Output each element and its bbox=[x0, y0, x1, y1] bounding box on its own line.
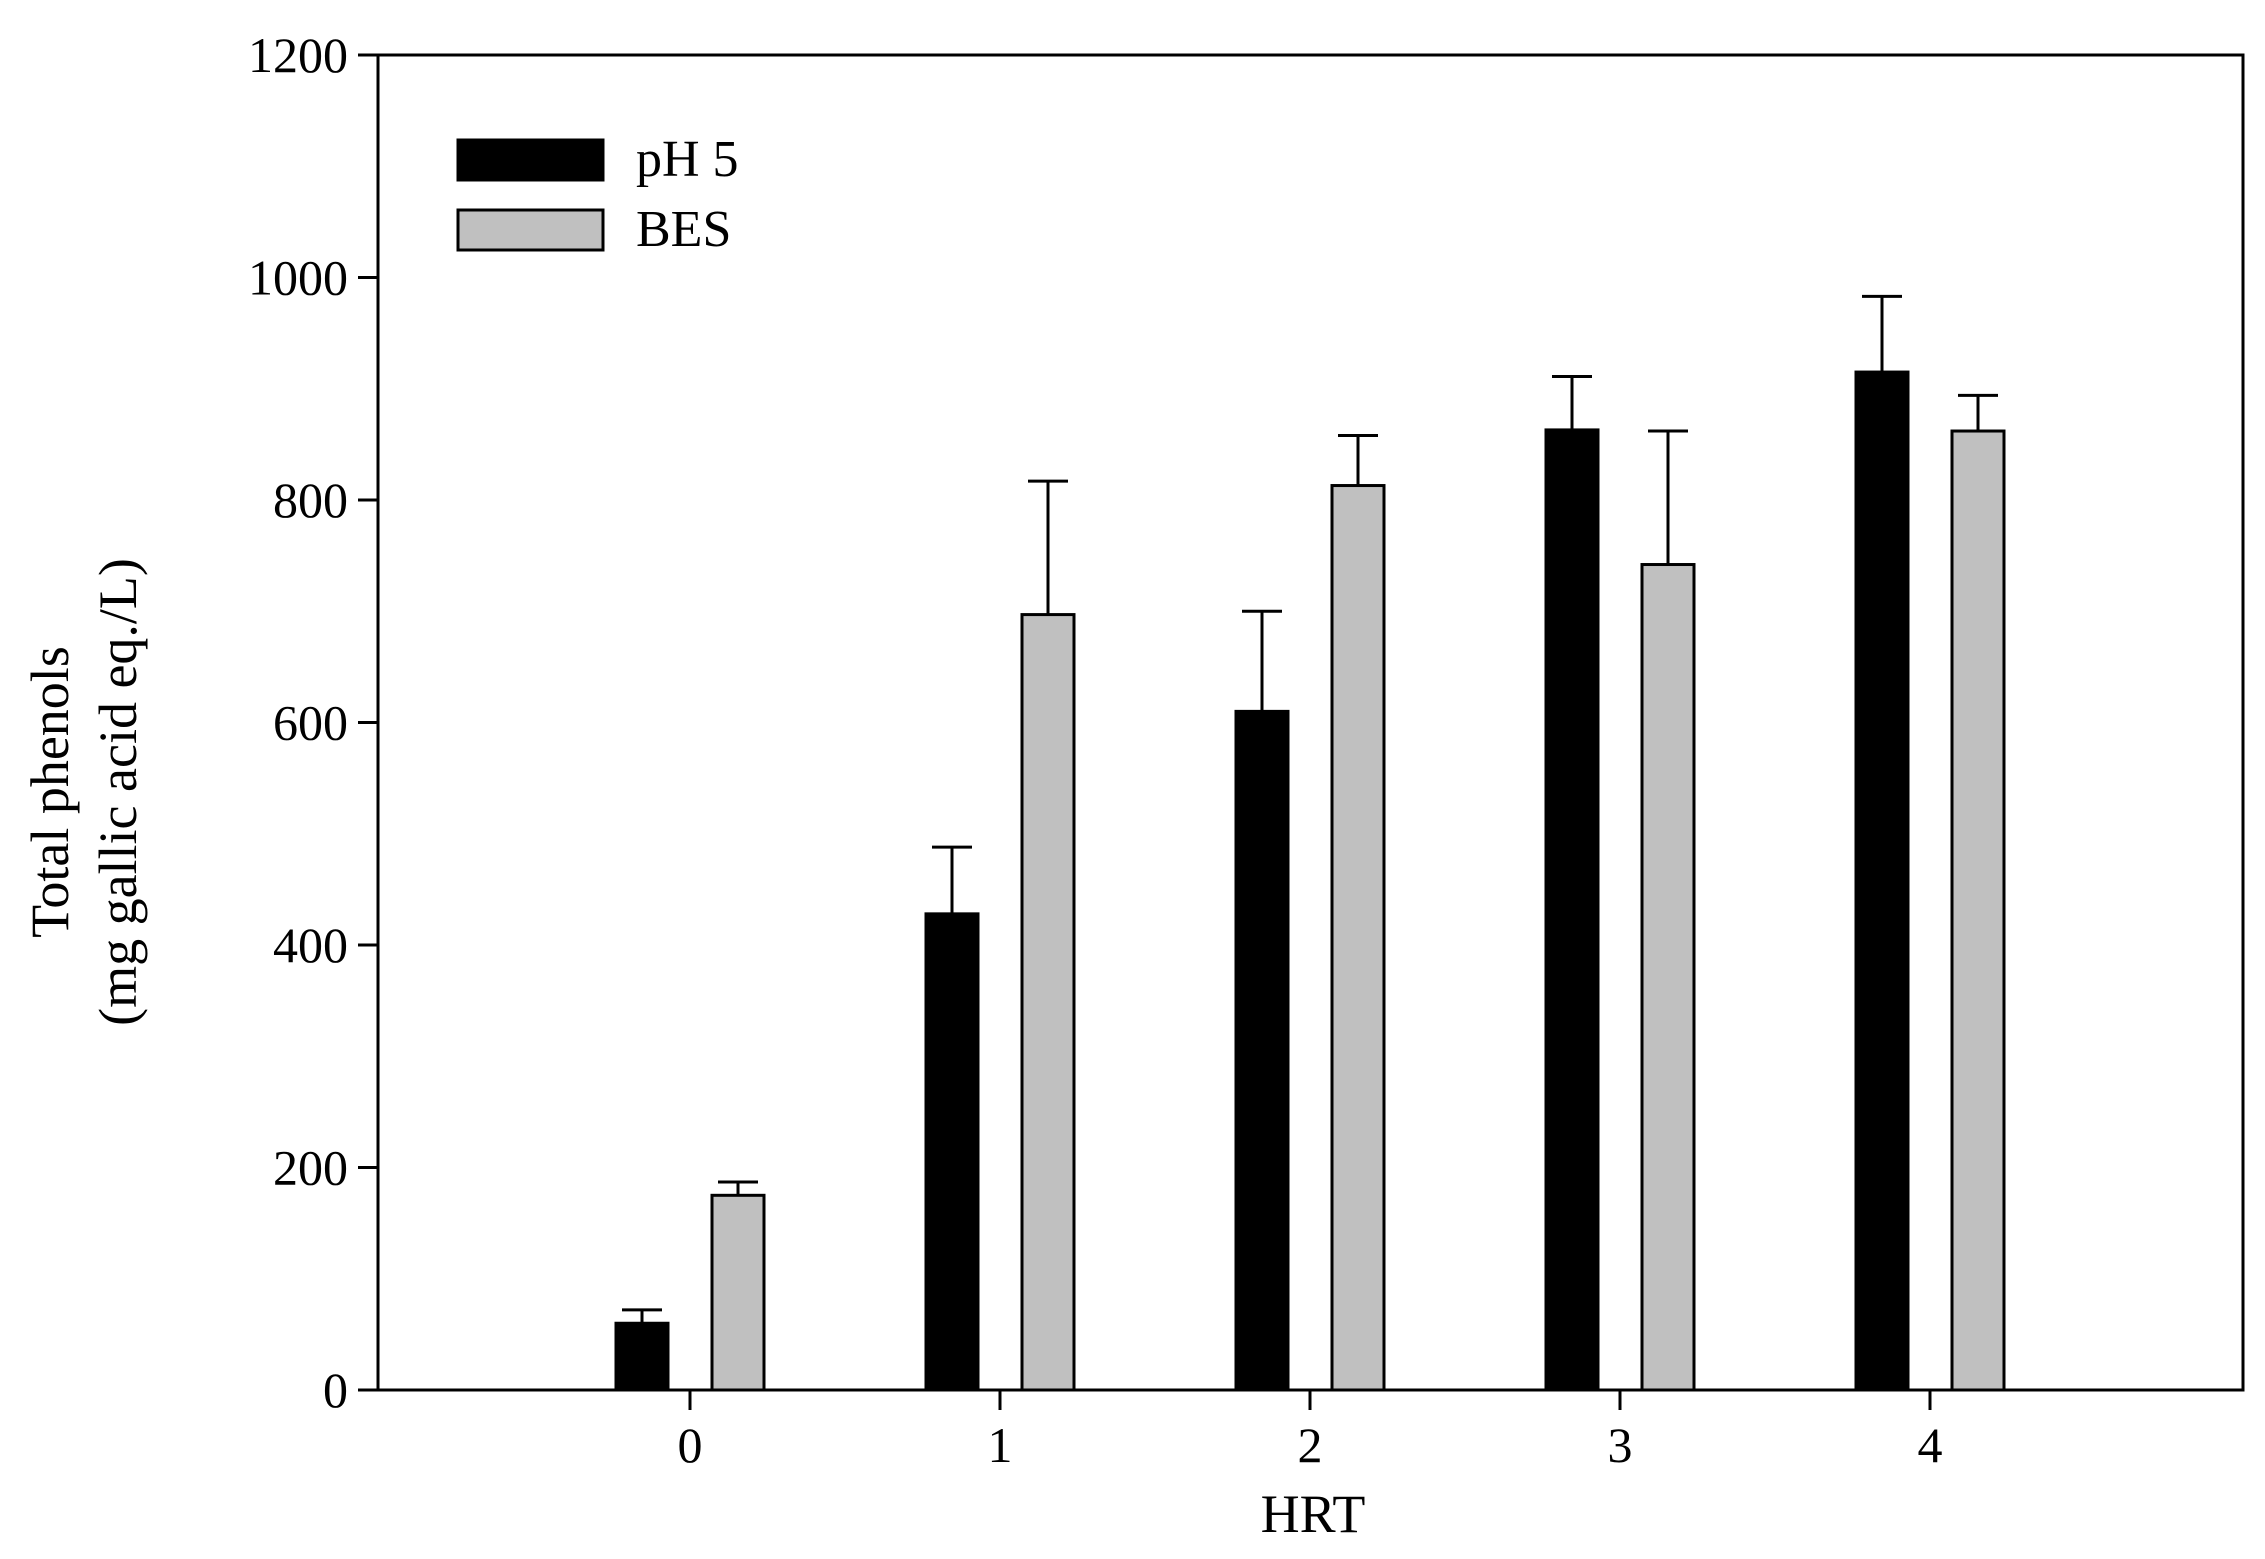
x-tick-label: 3 bbox=[1608, 1417, 1633, 1473]
y-axis-title-line1: Total phenols bbox=[20, 646, 80, 938]
y-tick-label: 600 bbox=[273, 695, 348, 751]
legend: pH 5 BES bbox=[456, 131, 739, 258]
bars-group bbox=[614, 294, 2006, 1392]
bar-ph5 bbox=[1544, 428, 1600, 1392]
legend-label-bes: BES bbox=[636, 201, 731, 258]
bar-ph5 bbox=[1234, 709, 1290, 1392]
y-axis-title: Total phenols (mg gallic acid eq./L) bbox=[20, 558, 148, 1026]
x-tick-label: 1 bbox=[988, 1417, 1013, 1473]
y-axis: 0 200 400 600 800 1000 1200 bbox=[248, 27, 378, 1418]
x-tick-label: 4 bbox=[1918, 1417, 1943, 1473]
bar-ph5 bbox=[924, 912, 980, 1392]
legend-swatch-ph5 bbox=[456, 138, 605, 182]
x-axis-title: HRT bbox=[1261, 1484, 1366, 1544]
bar-ph5 bbox=[1854, 370, 1910, 1392]
bar-bes bbox=[1330, 484, 1386, 1392]
bar-bes bbox=[1020, 613, 1076, 1392]
y-tick-label: 200 bbox=[273, 1140, 348, 1196]
y-axis-title-line2: (mg gallic acid eq./L) bbox=[88, 558, 148, 1026]
y-tick-label: 1200 bbox=[248, 27, 348, 83]
y-tick-label: 0 bbox=[323, 1362, 348, 1418]
y-tick-label: 400 bbox=[273, 917, 348, 973]
x-axis: 0 1 2 3 4 bbox=[678, 1390, 1943, 1473]
y-tick-label: 800 bbox=[273, 472, 348, 528]
bar-bes bbox=[710, 1193, 766, 1392]
x-tick-label: 2 bbox=[1298, 1417, 1323, 1473]
bar-bes bbox=[1640, 563, 1696, 1392]
bar-ph5 bbox=[614, 1321, 670, 1392]
legend-label-ph5: pH 5 bbox=[636, 131, 739, 188]
bar-bes bbox=[1950, 429, 2006, 1392]
y-tick-label: 1000 bbox=[248, 250, 348, 306]
legend-swatch-bes bbox=[456, 208, 605, 252]
x-tick-label: 0 bbox=[678, 1417, 703, 1473]
